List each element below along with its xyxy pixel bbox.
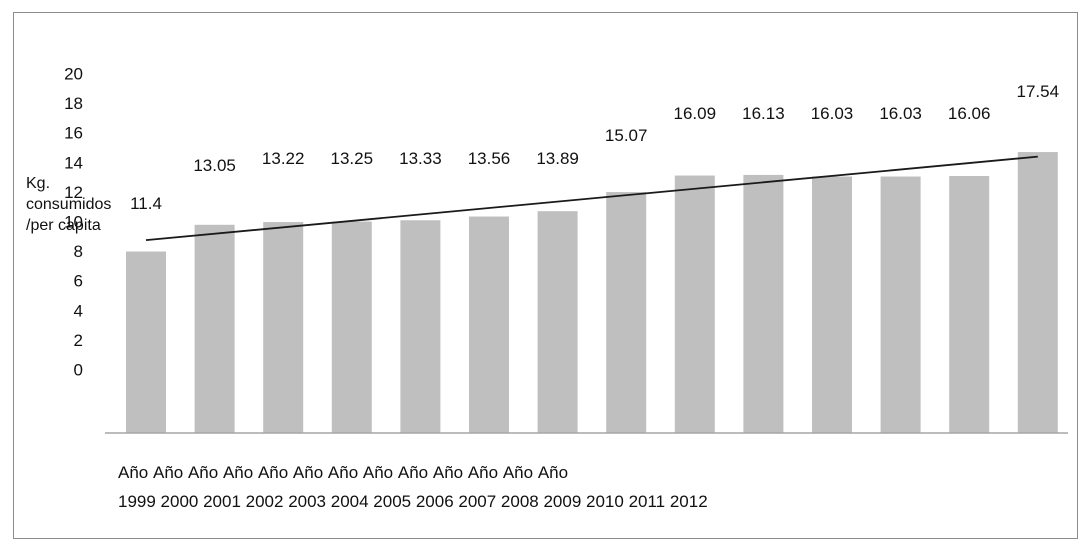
y-tick-label: 12 — [64, 183, 83, 202]
y-tick-label: 4 — [74, 301, 83, 320]
bar — [1017, 152, 1058, 433]
y-tick-label: 8 — [74, 242, 83, 261]
y-tick-label: 20 — [64, 64, 83, 83]
data-label: 16.06 — [948, 104, 991, 123]
y-tick-label: 6 — [74, 272, 83, 291]
data-label: 13.33 — [399, 149, 442, 168]
data-label: 17.54 — [1017, 82, 1060, 101]
data-label: 13.22 — [262, 149, 305, 168]
x-tick-label: 2002 — [245, 492, 289, 511]
data-label: 15.07 — [605, 126, 648, 145]
y-tick-label: 14 — [64, 153, 83, 172]
x-tick-label: 2000 — [160, 492, 204, 511]
bars — [126, 152, 1058, 434]
x-tick-label: 2006 — [415, 492, 459, 511]
data-label: 16.03 — [879, 104, 922, 123]
x-tick-label: 2012 — [669, 492, 708, 511]
y-axis-label-line-1: Kg. — [26, 175, 51, 192]
x-tick-label: 2005 — [373, 492, 416, 511]
x-tick-label: 1999 — [118, 492, 161, 511]
y-axis-label-line-2: consumidos — [26, 196, 112, 213]
x-tick-label: Año — [432, 463, 468, 482]
x-tick-label: Año — [467, 463, 503, 482]
x-axis-labels: Año Año Año Año Año Año Año Año Año Año … — [118, 458, 708, 516]
bar — [469, 216, 509, 433]
bar — [674, 175, 715, 434]
data-label: 16.13 — [742, 104, 785, 123]
bar — [812, 176, 852, 434]
data-label: 13.56 — [468, 149, 511, 168]
bar — [126, 251, 166, 433]
data-label: 16.09 — [674, 104, 717, 123]
data-label: 11.4 — [130, 194, 162, 213]
trend-line — [145, 155, 1038, 242]
x-axis-labels-row-1: Año Año Año Año Año Año Año Año Año Año … — [118, 458, 708, 487]
y-tick-label: 0 — [74, 360, 83, 379]
bar — [331, 221, 372, 433]
x-tick-label: 2008 — [500, 492, 544, 511]
x-tick-label: Año — [152, 463, 188, 482]
y-tick-label: 2 — [74, 331, 83, 350]
bar — [743, 174, 784, 434]
x-tick-label: 2009 — [543, 492, 587, 511]
y-tick-label: 16 — [64, 124, 83, 143]
data-label: 13.89 — [536, 149, 579, 168]
x-tick-label: Año — [327, 463, 363, 482]
bar — [263, 222, 304, 433]
bar — [194, 224, 235, 433]
x-tick-label: Año — [292, 463, 328, 482]
x-tick-label: 2010 — [586, 492, 629, 511]
x-tick-label: Año — [362, 463, 398, 482]
x-tick-label: Año — [397, 463, 433, 482]
x-tick-label: 2003 — [288, 492, 331, 511]
y-axis-label-line-3: /per capita — [26, 217, 101, 234]
data-label: 13.25 — [331, 149, 374, 168]
bar — [400, 220, 441, 433]
x-tick-label: Año — [257, 463, 293, 482]
data-label: 13.05 — [193, 156, 236, 175]
x-tick-label: 2004 — [330, 492, 374, 511]
x-tick-label: Año — [187, 463, 223, 482]
x-axis-labels-row-2: 1999 2000 2001 2002 2003 2004 2005 2006 … — [118, 487, 708, 516]
bar — [949, 176, 990, 433]
x-tick-label: Año — [502, 463, 538, 482]
x-tick-label: Año — [537, 463, 569, 482]
x-tick-label: Año — [222, 463, 258, 482]
data-labels: 11.4 13.05 13.22 13.25 13.33 13.56 13.89 15.07 1… — [130, 82, 1059, 213]
bar — [606, 192, 647, 433]
y-tick-label: 18 — [64, 94, 83, 113]
data-label: 16.03 — [811, 104, 854, 123]
bar — [880, 176, 921, 434]
x-tick-label: 2001 — [203, 492, 246, 511]
bar — [537, 211, 578, 433]
x-tick-label: 2007 — [458, 492, 501, 511]
x-tick-label: Año — [118, 463, 153, 482]
x-tick-label: 2011 — [628, 492, 670, 511]
y-axis-label: Kg. consumidos /per capita — [26, 173, 156, 236]
y-tick-label: 10 — [64, 212, 83, 231]
